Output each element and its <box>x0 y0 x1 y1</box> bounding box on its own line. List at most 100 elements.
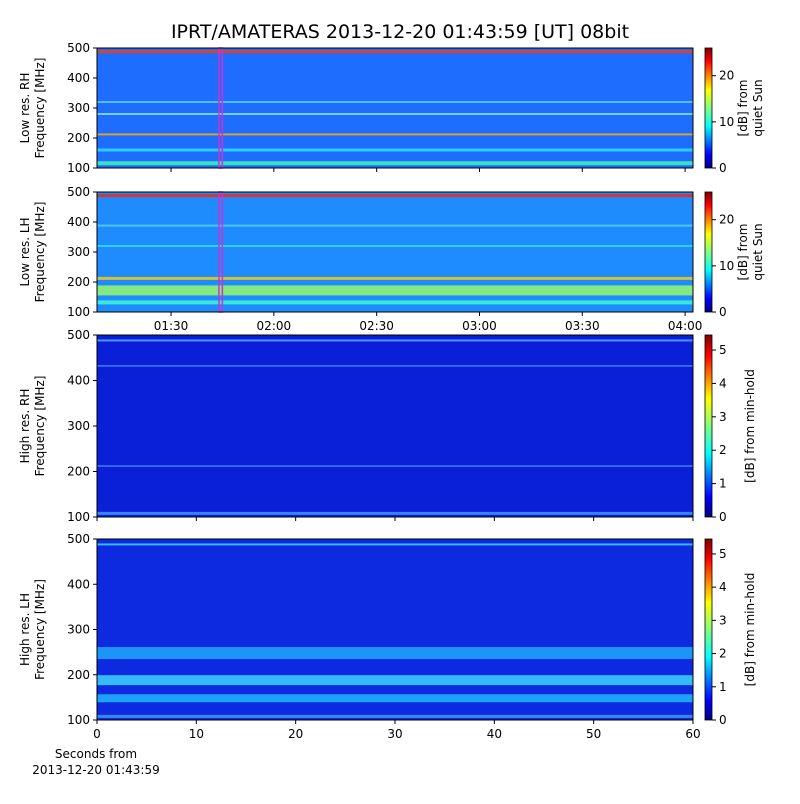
y-tick-label: 500 <box>67 41 90 55</box>
emission-band <box>97 194 693 198</box>
emission-band <box>97 465 693 467</box>
y-tick-label: 100 <box>67 305 90 319</box>
colorbar-tick-label: 20 <box>719 213 734 227</box>
colorbar-tick-label: 20 <box>719 69 734 83</box>
colorbar <box>704 334 713 518</box>
colorbar-label: [dB] fromquiet Sun <box>736 79 765 136</box>
colorbar-label-line: quiet Sun <box>751 223 765 280</box>
emission-band <box>97 224 693 227</box>
y-axis-label-line: Frequency [MHz] <box>33 202 47 303</box>
x-tick-label: 02:00 <box>257 319 292 333</box>
y-tick-label: 400 <box>67 374 90 388</box>
colorbar-tick-label: 1 <box>719 680 727 694</box>
x-tick-label: 02:30 <box>359 319 394 333</box>
y-tick-label: 300 <box>67 101 90 115</box>
colorbar-label-line: [dB] from min-hold <box>743 573 757 687</box>
y-tick-label: 500 <box>67 328 90 342</box>
emission-band <box>97 113 693 115</box>
x-tick-label: 10 <box>189 727 204 741</box>
emission-band <box>97 300 693 305</box>
y-tick-label: 300 <box>67 623 90 637</box>
emission-band <box>97 101 693 103</box>
emission-band <box>97 714 693 718</box>
colorbar-tick-label: 5 <box>719 547 727 561</box>
colorbar-tick-label: 3 <box>719 410 727 424</box>
y-axis-label: High res. RHFrequency [MHz] <box>18 376 47 477</box>
y-axis-label-line: Frequency [MHz] <box>33 58 47 159</box>
y-axis-label-line: Frequency [MHz] <box>33 376 47 477</box>
y-tick-label: 200 <box>67 668 90 682</box>
colorbar-tick-label: 0 <box>719 161 727 175</box>
emission-band <box>97 276 693 280</box>
figure-title: IPRT/AMATERAS 2013-12-20 01:43:59 [UT] 0… <box>171 21 629 43</box>
y-tick-label: 400 <box>67 215 90 229</box>
emission-band <box>97 50 693 54</box>
y-tick-label: 200 <box>67 131 90 145</box>
x-axis-label: Seconds from 2013-12-20 01:43:59 <box>32 747 159 777</box>
x-tick-label: 50 <box>586 727 601 741</box>
colorbar-label: [dB] fromquiet Sun <box>736 223 765 280</box>
y-tick-label: 500 <box>67 185 90 199</box>
y-tick-label: 500 <box>67 532 90 546</box>
colorbar-tick-label: 10 <box>719 115 734 129</box>
x-tick-label: 03:00 <box>462 319 497 333</box>
colorbar-label-line: quiet Sun <box>751 79 765 136</box>
emission-band <box>97 543 693 546</box>
emission-band <box>97 647 693 660</box>
emission-band <box>97 365 693 367</box>
x-axis-label-line: 2013-12-20 01:43:59 <box>32 763 159 777</box>
y-tick-label: 400 <box>67 71 90 85</box>
y-tick-label: 300 <box>67 419 90 433</box>
y-tick-label: 200 <box>67 275 90 289</box>
x-tick-label: 20 <box>288 727 303 741</box>
colorbar-tick-label: 0 <box>719 713 727 727</box>
emission-band <box>97 285 693 296</box>
emission-band <box>97 511 693 515</box>
emission-band <box>97 245 693 247</box>
spectrogram-field <box>97 48 693 168</box>
colorbar-tick-label: 4 <box>719 580 727 594</box>
x-axis-label-line: Seconds from <box>55 747 137 761</box>
x-tick-label: 0 <box>93 727 101 741</box>
colorbar <box>704 47 713 169</box>
x-tick-label: 01:30 <box>154 319 189 333</box>
x-tick-label: 04:00 <box>668 319 703 333</box>
colorbar-tick-label: 5 <box>719 343 727 357</box>
y-axis-label: High res. LHFrequency [MHz] <box>18 579 47 680</box>
y-tick-label: 100 <box>67 161 90 175</box>
y-tick-label: 300 <box>67 245 90 259</box>
emission-band <box>97 148 693 152</box>
x-tick-label: 60 <box>685 727 700 741</box>
colorbar-label-line: [dB] from <box>736 224 750 281</box>
x-tick-label: 30 <box>387 727 402 741</box>
colorbar-tick-label: 4 <box>719 376 727 390</box>
x-tick-label: 03:30 <box>565 319 600 333</box>
colorbar-label-line: [dB] from <box>736 80 750 137</box>
emission-band <box>97 339 693 342</box>
y-axis-label-line: Frequency [MHz] <box>33 579 47 680</box>
colorbar-label-line: [dB] from min-hold <box>743 369 757 483</box>
y-axis-label-line: Low res. LH <box>18 217 32 286</box>
colorbar-label: [dB] from min-hold <box>743 369 757 483</box>
spectrogram-field <box>97 335 693 517</box>
emission-band <box>97 694 693 703</box>
y-tick-label: 100 <box>67 713 90 727</box>
y-tick-label: 100 <box>67 510 90 524</box>
x-tick-label: 40 <box>487 727 502 741</box>
colorbar-tick-label: 0 <box>719 510 727 524</box>
emission-band <box>97 133 693 136</box>
emission-band <box>97 675 693 686</box>
y-tick-label: 200 <box>67 465 90 479</box>
y-axis-label: Low res. RHFrequency [MHz] <box>18 58 47 159</box>
colorbar-label: [dB] from min-hold <box>743 573 757 687</box>
y-axis-label-line: High res. RH <box>18 389 32 464</box>
y-axis-label-line: High res. LH <box>18 593 32 666</box>
colorbar-tick-label: 10 <box>719 259 734 273</box>
colorbar-tick-label: 2 <box>719 647 727 661</box>
colorbar-tick-label: 3 <box>719 613 727 627</box>
colorbar-tick-label: 2 <box>719 443 727 457</box>
y-axis-label-line: Low res. RH <box>18 73 32 144</box>
colorbar <box>704 191 713 313</box>
colorbar <box>704 538 713 721</box>
